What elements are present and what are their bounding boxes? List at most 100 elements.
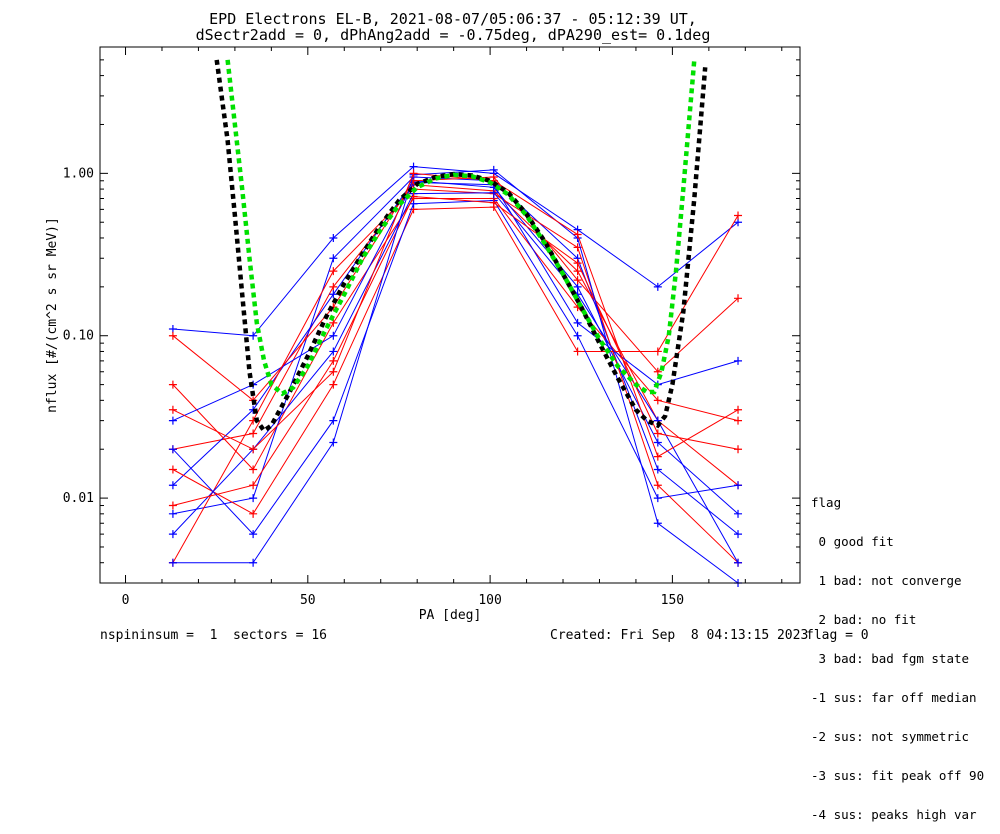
series-line [172,206,739,515]
series-line [172,181,739,422]
flag-value: flag = 0 [806,628,869,643]
data-point [168,380,177,389]
data-point [734,509,743,518]
x-tick-label: 50 [300,593,316,608]
data-point [249,494,258,503]
data-point [573,347,582,356]
data-point [249,530,258,539]
data-point [734,530,743,539]
data-point [653,282,662,291]
data-point [734,481,743,490]
data-point [653,396,662,405]
data-point [573,331,582,340]
legend-item-good-fit: 0 good fit [811,534,894,549]
data-point [329,318,338,327]
y-tick-label: 1.00 [63,166,94,181]
data-point [409,199,418,208]
data-point [734,416,743,425]
flag-legend: flag 0 good fit 1 bad: not converge 2 ba… [811,470,984,834]
data-point [653,452,662,461]
data-point [249,509,258,518]
series-line [172,184,739,486]
data-point [409,192,418,201]
data-point [249,558,258,567]
legend-item-far-off-median: -1 sus: far off median [811,690,977,705]
data-point [734,211,743,220]
data-point [168,331,177,340]
legend-item-peaks-high-var: -4 sus: peaks high var [811,807,977,822]
data-point [329,254,338,263]
data-point [329,290,338,299]
data-point [249,429,258,438]
series-line [172,166,739,337]
series-line [172,169,739,584]
data-point [168,416,177,425]
series-line [172,198,739,471]
data-point [329,356,338,365]
data-point [489,188,498,197]
legend-item-peak-off-90: -3 sus: fit peak off 90 [811,768,985,783]
data-point [573,318,582,327]
data-point [329,367,338,376]
data-point [653,367,662,376]
series-layer [168,162,743,587]
data-point [653,481,662,490]
data-point [329,438,338,447]
data-point [329,233,338,242]
data-point [653,347,662,356]
data-point [329,282,338,291]
data-point [734,405,743,414]
data-point [249,331,258,340]
data-point [489,198,498,207]
series-line [172,176,739,535]
data-point [734,218,743,227]
data-point [409,169,418,178]
data-point [168,465,177,474]
data-point [573,282,582,291]
data-point [329,267,338,276]
data-point [249,465,258,474]
data-point [489,165,498,174]
series-line [172,176,739,401]
y-tick-label: 0.10 [63,329,94,344]
legend-item-not-symmetric: -2 sus: not symmetric [811,729,970,744]
x-tick-label: 150 [661,593,684,608]
data-point [168,530,177,539]
series-line [172,195,739,506]
data-point [168,558,177,567]
spin-sectors-note: nspininsum = 1 sectors = 16 [100,628,327,643]
data-point [734,558,743,567]
data-point [734,294,743,303]
data-point [168,501,177,510]
data-point [573,267,582,276]
data-point [329,416,338,425]
data-point [573,276,582,285]
legend-item-no-fit: 2 bad: no fit [811,612,917,627]
series-line [172,199,739,535]
fit-curve [214,59,708,434]
legend-item-not-converge: 1 bad: not converge [811,573,962,588]
data-point [734,356,743,365]
x-tick-label: 100 [478,593,501,608]
data-point [329,331,338,340]
series-line [172,192,739,563]
data-point [573,230,582,239]
data-point [168,445,177,454]
data-point [653,465,662,474]
data-point [409,162,418,171]
data-point [249,445,258,454]
legend-item-bad-fgm: 3 bad: bad fgm state [811,651,970,666]
x-tick-label: 0 [122,593,130,608]
data-point [168,509,177,518]
x-axis-label: PA [deg] [419,608,482,623]
data-point [168,325,177,334]
series-line [172,188,739,564]
plot-frame [99,46,801,584]
data-point [329,347,338,356]
data-point [653,519,662,528]
data-point [734,445,743,454]
series-line [172,180,739,515]
data-point [653,429,662,438]
data-point [168,405,177,414]
fit-curve [225,59,697,397]
